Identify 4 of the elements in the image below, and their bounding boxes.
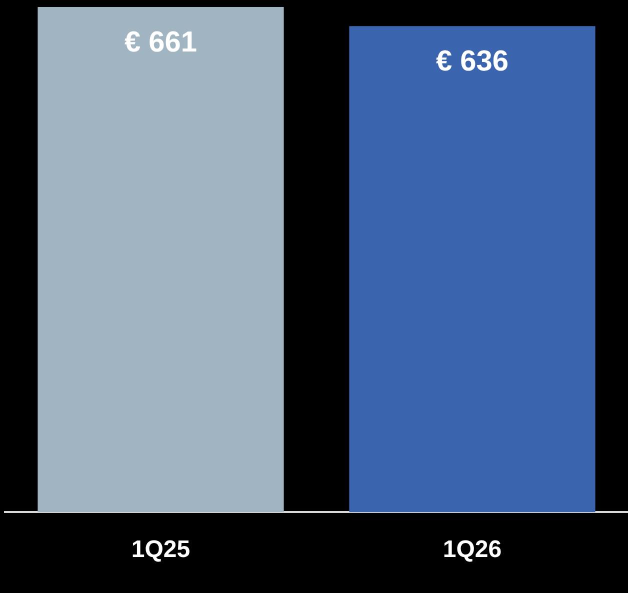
x-tick-label: 1Q25 <box>131 536 190 564</box>
data-label: € 636 <box>436 46 509 78</box>
data-label: € 661 <box>124 26 198 58</box>
x-tick-label: 1Q26 <box>442 536 502 564</box>
